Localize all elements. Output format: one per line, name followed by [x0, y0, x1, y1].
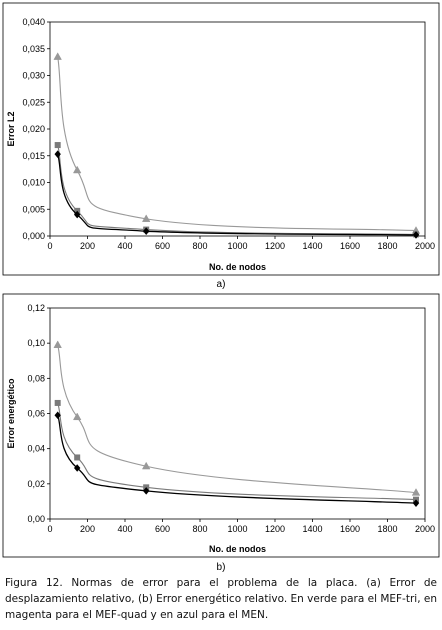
triangle-marker — [72, 412, 82, 421]
diamond-marker — [142, 227, 150, 235]
x-axis-title: No. de nodos — [209, 544, 266, 554]
diamond-marker — [142, 487, 150, 495]
x-tick-label: 1400 — [302, 241, 322, 251]
series-line-diamond — [57, 153, 417, 236]
diamond-marker — [73, 464, 81, 472]
chart-b-frame — [2, 293, 440, 558]
figure: 0 200 400 600 800 1000 1200 1400 1600 1800 20000,0… — [2, 2, 440, 573]
triangle-marker — [53, 52, 62, 60]
y-tick-label: 0,04 — [27, 444, 45, 454]
triangle-marker — [411, 488, 421, 496]
series-line-diamond — [57, 415, 417, 504]
x-tick-label: 800 — [192, 524, 207, 534]
x-tick-label: 1200 — [265, 241, 285, 251]
x-tick-label: 400 — [117, 241, 132, 251]
chart-b: 0 200 400 600 800 1000 1200 1400 1600 1800 2000 0,0… — [2, 293, 440, 558]
y-tick-label: 0,030 — [22, 71, 45, 81]
y-tick-label: 0,10 — [27, 338, 45, 348]
x-tick-label: 1000 — [227, 241, 247, 251]
diamond-marker — [412, 231, 420, 239]
x-tick-label: 0 — [47, 524, 52, 534]
x-tick-label: 1600 — [340, 241, 360, 251]
y-tick-label: 0,000 — [22, 231, 45, 241]
x-tick-label: 2000 — [415, 524, 435, 534]
diamond-marker — [73, 210, 81, 219]
y-axis-title: Error energético — [6, 378, 16, 449]
triangle-marker — [53, 340, 62, 348]
y-tick-label: 0,040 — [22, 17, 45, 27]
y-tick-label: 0,02 — [27, 479, 45, 489]
y-tick-label: 0,005 — [22, 204, 45, 214]
series-line-triangle — [57, 344, 417, 494]
triangle-marker — [72, 165, 82, 174]
x-tick-label: 1400 — [302, 524, 322, 534]
y-tick-label: 0,015 — [22, 151, 45, 161]
x-tick-label: 200 — [80, 241, 95, 251]
series-line-square — [57, 402, 417, 501]
square-marker — [74, 454, 81, 461]
diamond-marker — [54, 150, 61, 158]
x-tick-label: 1600 — [340, 524, 360, 534]
chart-b-label: b) — [217, 562, 226, 573]
y-tick-label: 0,12 — [27, 303, 45, 313]
triangle-marker — [141, 214, 151, 222]
x-tick-label: 1200 — [265, 524, 285, 534]
series-line-triangle — [57, 56, 417, 232]
x-tick-label: 0 — [47, 241, 52, 251]
x-tick-label: 2000 — [415, 241, 435, 251]
x-tick-label: 600 — [155, 241, 170, 251]
series-line-square — [57, 144, 417, 235]
y-tick-label: 0,06 — [27, 409, 45, 419]
x-tick-label: 1000 — [227, 524, 247, 534]
y-tick-label: 0,020 — [22, 124, 45, 134]
x-tick-label: 600 — [155, 524, 170, 534]
x-tick-label: 200 — [80, 524, 95, 534]
triangle-marker — [141, 461, 151, 470]
y-tick-label: 0,025 — [22, 97, 45, 107]
chart-a: 0 200 400 600 800 1000 1200 1400 1600 1800 2000 0,0… — [2, 2, 440, 276]
x-tick-label: 400 — [117, 524, 132, 534]
x-tick-label: 1800 — [377, 241, 397, 251]
figure-caption: Figura 12. Normas de error para el probl… — [5, 577, 437, 621]
chart-a-label: a) — [217, 279, 226, 290]
x-tick-label: 1800 — [377, 524, 397, 534]
y-tick-label: 0,00 — [27, 514, 45, 524]
x-axis-title: No. de nodos — [209, 262, 266, 272]
square-marker — [54, 142, 61, 149]
x-tick-label: 800 — [192, 241, 207, 251]
y-tick-label: 0,010 — [22, 178, 45, 188]
y-tick-label: 0,035 — [22, 44, 45, 54]
diamond-marker — [54, 411, 61, 420]
y-tick-label: 0,08 — [27, 373, 45, 383]
square-marker — [54, 399, 61, 406]
diamond-marker — [412, 499, 420, 507]
y-axis-title: Error L2 — [6, 111, 16, 146]
